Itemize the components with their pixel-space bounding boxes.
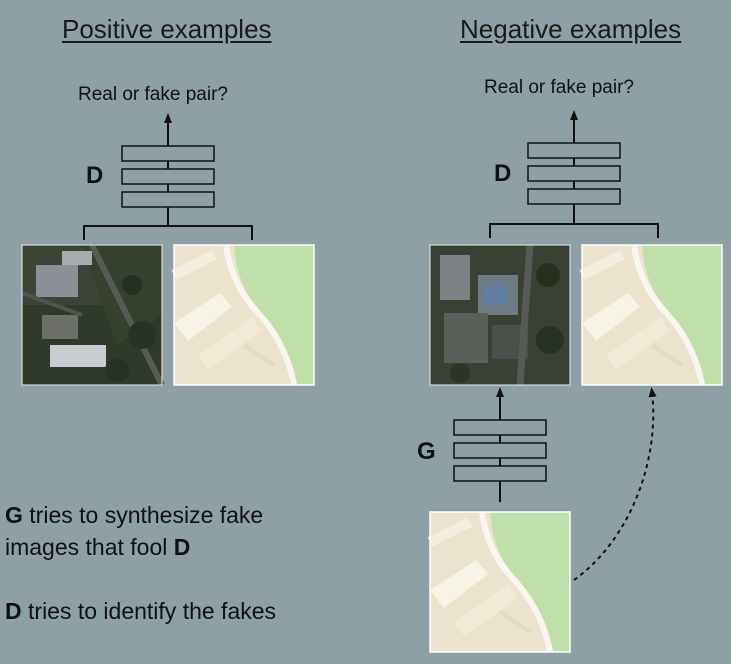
negative-map-image — [582, 245, 722, 385]
positive-input-bracket — [83, 207, 253, 240]
caption-line-1: G tries to synthesize fake — [5, 500, 263, 530]
positive-d-layer-2 — [121, 168, 215, 185]
positive-d-label: D — [86, 162, 104, 189]
caption-line-2-text: images that fool — [5, 534, 174, 560]
negative-input-bracket — [489, 204, 659, 238]
positive-d-layer-3 — [121, 191, 215, 208]
positive-question: Real or fake pair? — [78, 84, 228, 105]
generator — [453, 387, 547, 502]
g-layer-2 — [453, 442, 547, 459]
negative-generated-aerial-image — [430, 245, 570, 385]
positive-aerial-image — [22, 245, 162, 385]
negative-heading: Negative examples — [460, 14, 682, 44]
caption-line-1-text: tries to synthesize fake — [22, 502, 264, 528]
generator-label: G — [417, 438, 436, 465]
negative-d-layer-1 — [527, 142, 621, 159]
positive-heading: Positive examples — [62, 14, 272, 44]
negative-question: Real or fake pair? — [484, 77, 634, 98]
negative-d-label: D — [494, 160, 512, 187]
negative-discriminator — [489, 110, 659, 238]
caption-line-3: D tries to identify the fakes — [5, 596, 276, 626]
negative-d-layer-3 — [527, 188, 621, 205]
negative-d-layer-2 — [527, 165, 621, 182]
caption-g-bold: G — [5, 502, 23, 528]
positive-d-layer-1 — [121, 145, 215, 162]
positive-discriminator — [83, 113, 253, 240]
g-layer-1 — [453, 419, 547, 436]
caption-line-3-text: tries to identify the fakes — [21, 598, 277, 624]
g-layer-3 — [453, 465, 547, 482]
positive-map-image — [174, 245, 314, 385]
conditioning-dashed-arrow — [573, 387, 657, 581]
caption-d-bold-2: D — [5, 598, 22, 624]
caption-d-bold: D — [173, 534, 191, 560]
generator-input-map-image — [430, 512, 570, 652]
caption-line-2: images that fool D — [5, 532, 190, 562]
